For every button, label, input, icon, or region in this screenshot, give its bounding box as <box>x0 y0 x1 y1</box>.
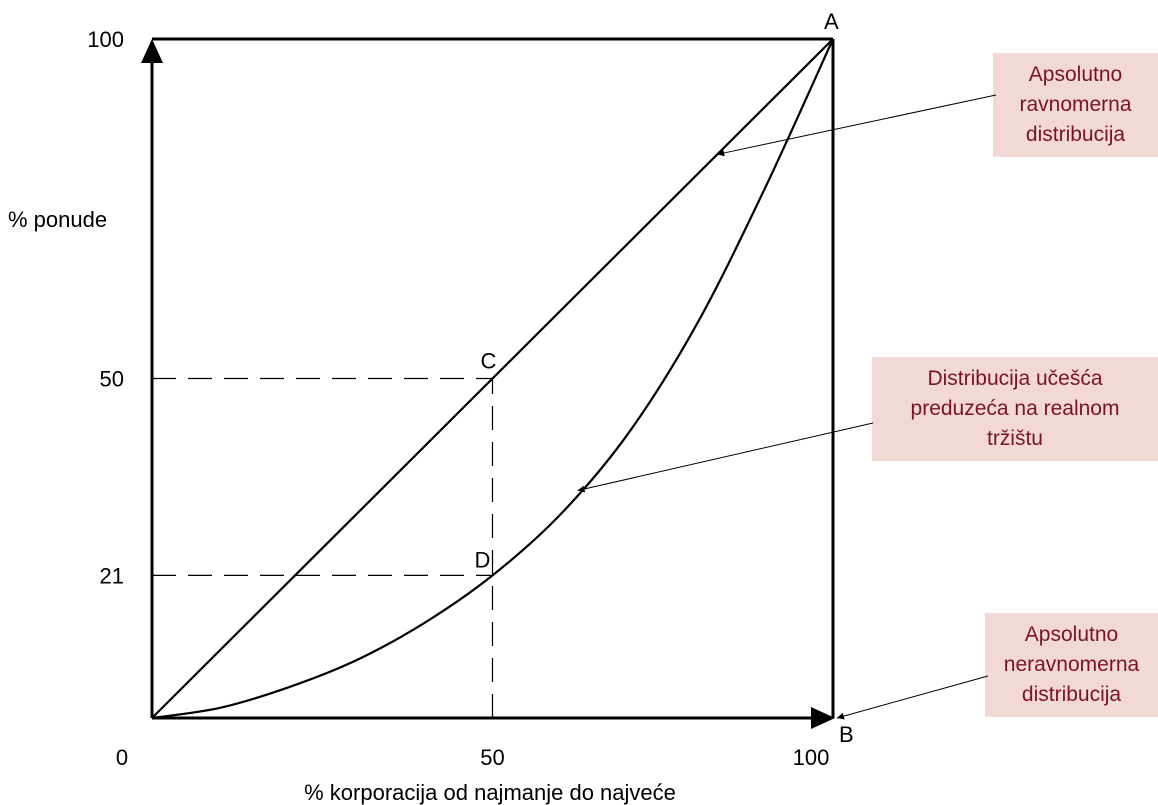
point-label-B: B <box>839 722 854 747</box>
y-axis-arrowhead <box>141 39 163 63</box>
reference-lines <box>152 377 494 718</box>
series-lorenz <box>151 38 835 720</box>
callout-text-2-2: distribucija <box>1022 683 1122 706</box>
callout-text-1-1: preduzeća na realnom <box>911 397 1120 420</box>
y-tick-50: 50 <box>100 367 124 392</box>
plot-frame <box>141 37 835 729</box>
x-tick-labels: 0 50 100 <box>116 745 829 770</box>
x-tick-100: 100 <box>793 745 830 770</box>
x-tick-50: 50 <box>480 745 504 770</box>
x-axis-arrowhead <box>811 707 835 729</box>
callout-box-2 <box>985 613 1158 717</box>
point-label-D: D <box>475 547 491 572</box>
callout-text-0-1: ravnomerna <box>1019 93 1131 116</box>
point-label-C: C <box>481 349 497 374</box>
series-equality <box>151 38 834 719</box>
callout-2: Apsolutno neravnomerna distribucija <box>985 613 1158 717</box>
callout-pointer-0 <box>717 94 997 157</box>
x-axis-label: % korporacija od najmanje do najveće <box>304 780 676 805</box>
callout-pointer-1 <box>577 422 874 493</box>
y-tick-21: 21 <box>100 563 124 588</box>
callout-text-1-2: tržištu <box>987 427 1043 450</box>
callout-0: Apsolutno ravnomerna distribucija <box>993 53 1158 157</box>
callout-box-0 <box>993 53 1158 157</box>
y-tick-100: 100 <box>87 27 124 52</box>
callout-1: Distribucija učešća preduzeća na realnom t… <box>872 357 1158 461</box>
callout-text-0-2: distribucija <box>1026 123 1126 146</box>
callout-text-0-0: Apsolutno <box>1029 63 1122 86</box>
callouts: Apsolutno ravnomerna distribucija Distribuc… <box>577 53 1158 720</box>
callout-text-2-0: Apsolutno <box>1025 623 1118 646</box>
y-axis-label: % ponude <box>8 207 107 232</box>
point-labels: A B C D <box>475 9 854 747</box>
callout-pointer-2 <box>836 675 989 720</box>
callout-box-1 <box>872 357 1158 461</box>
y-tick-labels: 21 50 100 <box>87 27 124 588</box>
callout-text-2-1: neravnomerna <box>1004 653 1140 676</box>
x-tick-0: 0 <box>116 745 128 770</box>
callout-text-1-0: Distribucija učešća <box>927 367 1102 390</box>
series-group <box>151 38 835 720</box>
point-label-A: A <box>824 9 839 34</box>
